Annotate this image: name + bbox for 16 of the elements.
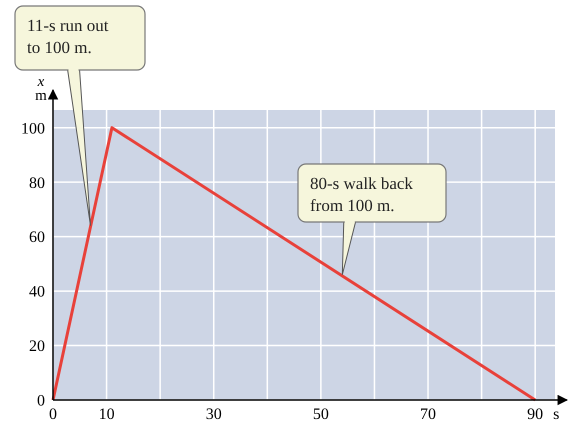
x-tick-label: 0 xyxy=(49,406,57,423)
y-tick-label: 20 xyxy=(29,338,45,356)
y-tick-label: 100 xyxy=(21,120,45,138)
x-tick-label: 10 xyxy=(98,406,115,423)
annotation: 80-s walk back from 100 m. xyxy=(310,174,414,215)
x-tick-label: 70 xyxy=(420,406,436,423)
x-axis-title: s xyxy=(553,406,560,423)
y-tick-label: 0 xyxy=(37,392,45,410)
x-tick-label: 50 xyxy=(312,406,329,423)
y-tick-label: 60 xyxy=(29,229,45,246)
y-tick-label: 80 xyxy=(29,174,45,192)
annotation: 11-s run out to 100 m. xyxy=(27,16,109,57)
y-tick-label: 40 xyxy=(29,284,45,301)
y-axis-title: x m xyxy=(35,74,48,104)
x-tick-label: 30 xyxy=(206,406,222,423)
x-tick-label: 90 xyxy=(527,406,544,423)
